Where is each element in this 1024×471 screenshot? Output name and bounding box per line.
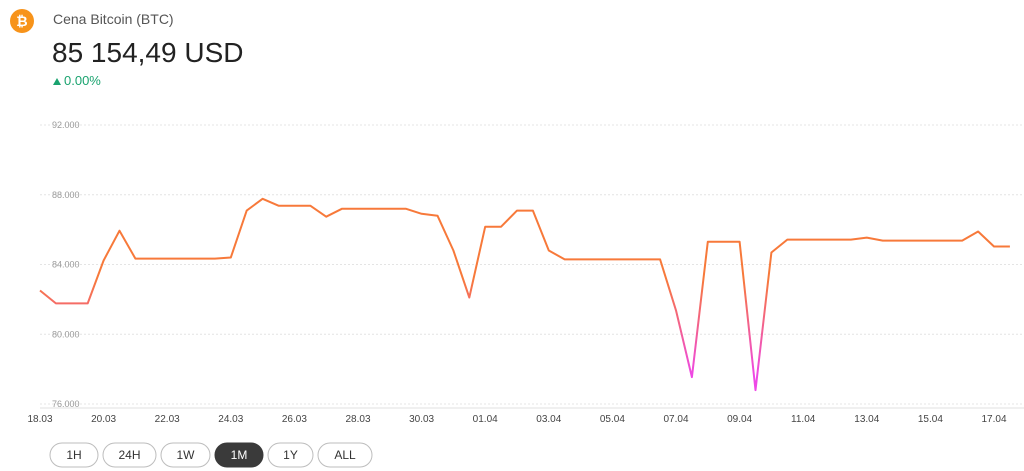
range-button-label[interactable]: 1H bbox=[66, 448, 81, 462]
price-change: 0.00% bbox=[64, 73, 101, 88]
range-button[interactable] bbox=[49, 442, 99, 468]
range-button[interactable] bbox=[267, 442, 314, 468]
y-tick-label: 84.000 bbox=[52, 260, 80, 270]
y-tick-label: 88.000 bbox=[52, 190, 80, 200]
btc-symbol: ₿ bbox=[16, 13, 27, 29]
x-tick-label: 15.04 bbox=[918, 414, 943, 425]
x-tick-label: 18.03 bbox=[27, 414, 52, 425]
x-tick-label: 13.04 bbox=[854, 414, 879, 425]
range-button-label[interactable]: ALL bbox=[334, 448, 356, 462]
range-button-label[interactable]: 1W bbox=[177, 448, 196, 462]
x-tick-label: 07.04 bbox=[663, 414, 688, 425]
price-line bbox=[39, 197, 1010, 392]
x-tick-label: 11.04 bbox=[791, 414, 816, 425]
range-button[interactable] bbox=[317, 442, 373, 468]
up-arrow bbox=[53, 78, 61, 85]
price: 85 154,49 USD bbox=[52, 37, 243, 68]
x-tick-label: 17.04 bbox=[981, 414, 1006, 425]
y-tick-label: 76.000 bbox=[52, 399, 80, 409]
x-tick-label: 05.04 bbox=[600, 414, 625, 425]
x-tick-label: 26.03 bbox=[282, 414, 307, 425]
y-tick-label: 92.000 bbox=[52, 120, 80, 130]
range-button-label[interactable]: 1Y bbox=[283, 448, 298, 462]
range-button-label[interactable]: 24H bbox=[118, 448, 140, 462]
range-button[interactable] bbox=[160, 442, 211, 468]
range-button-label[interactable]: 1M bbox=[231, 448, 248, 462]
y-tick-label: 80.000 bbox=[52, 329, 80, 339]
x-tick-label: 22.03 bbox=[155, 414, 180, 425]
x-tick-label: 03.04 bbox=[536, 414, 561, 425]
range-button[interactable] bbox=[214, 442, 264, 468]
x-tick-label: 24.03 bbox=[218, 414, 243, 425]
x-tick-label: 30.03 bbox=[409, 414, 434, 425]
x-tick-label: 09.04 bbox=[727, 414, 752, 425]
range-button[interactable] bbox=[102, 442, 157, 468]
btc-icon bbox=[10, 9, 34, 33]
x-tick-label: 01.04 bbox=[473, 414, 498, 425]
x-tick-label: 28.03 bbox=[345, 414, 370, 425]
x-tick-label: 20.03 bbox=[91, 414, 116, 425]
title: Cena Bitcoin (BTC) bbox=[53, 11, 174, 27]
